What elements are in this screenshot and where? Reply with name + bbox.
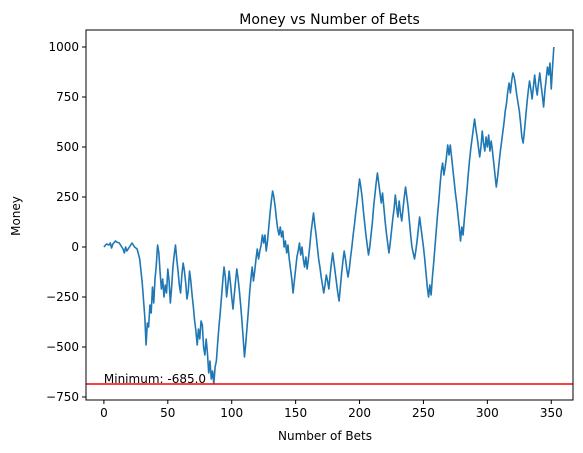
x-tick-label: 250 — [412, 406, 435, 420]
y-tick-label: 750 — [56, 90, 79, 104]
x-tick-label: 150 — [284, 406, 307, 420]
y-axis: −750 −500 −250 0 250 500 750 1000 — [46, 40, 86, 404]
y-tick-label: −250 — [46, 290, 79, 304]
y-tick-label: 0 — [71, 240, 79, 254]
minimum-annotation: Minimum: -685.0 — [104, 372, 206, 386]
x-axis: 0 50 100 150 200 250 300 350 — [100, 400, 563, 420]
chart-marks: Minimum: -685.0 — [86, 46, 573, 386]
x-tick-label: 0 — [100, 406, 108, 420]
x-tick-label: 300 — [476, 406, 499, 420]
chart-title: Money vs Number of Bets — [239, 12, 420, 28]
y-tick-label: −500 — [46, 340, 79, 354]
y-tick-label: 250 — [56, 190, 79, 204]
money-line-series-1 — [103, 46, 555, 385]
y-tick-label: 1000 — [48, 40, 79, 54]
x-tick-label: 200 — [348, 406, 371, 420]
y-axis-label: Money — [9, 196, 23, 236]
x-tick-label: 350 — [540, 406, 563, 420]
y-tick-label: −750 — [46, 390, 79, 404]
plot-frame — [85, 29, 574, 401]
x-axis-label: Number of Bets — [278, 429, 372, 443]
x-tick-label: 100 — [220, 406, 243, 420]
y-tick-label: 500 — [56, 140, 79, 154]
x-tick-label: 50 — [160, 406, 175, 420]
